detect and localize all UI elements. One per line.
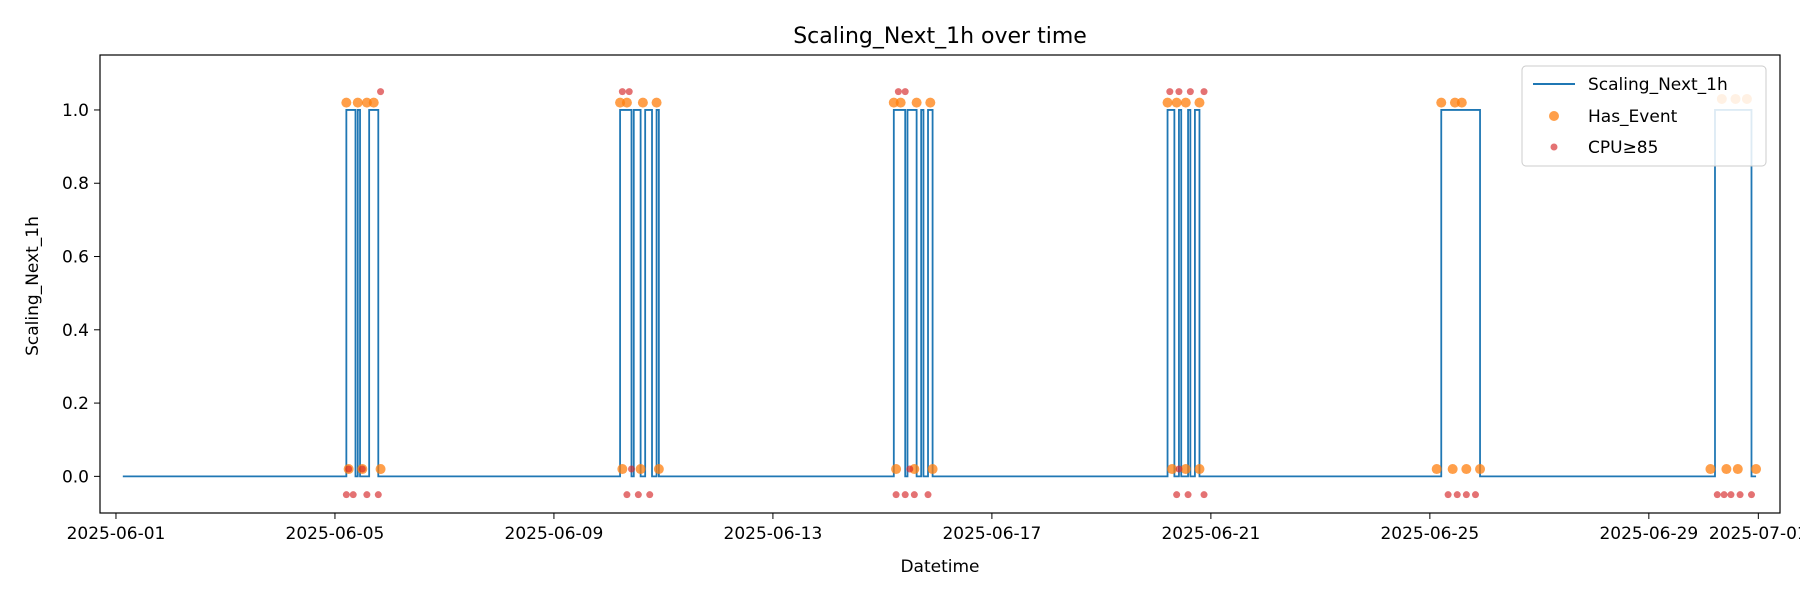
x-tick-label: 2025-06-01 [67,524,166,544]
y-tick-label: 0.2 [62,394,89,414]
has-event-point [1475,464,1485,474]
has-event-point [891,464,901,474]
has-event-point [1181,98,1191,108]
cpu-point [1187,88,1194,95]
x-tick-label: 2025-06-17 [942,524,1041,544]
cpu-point [902,491,909,498]
cpu-point [628,466,635,473]
cpu-point [359,466,366,473]
cpu-point [1445,491,1452,498]
chart-title: Scaling_Next_1h over time [793,24,1087,49]
cpu-point [375,491,382,498]
x-tick-label: 2025-06-21 [1161,524,1260,544]
has-event-point [369,98,379,108]
x-tick-label: 2025-06-13 [724,524,823,544]
y-tick-label: 0.0 [62,467,89,487]
cpu-point [1472,491,1479,498]
has-event-point [341,98,351,108]
has-event-point [1721,464,1731,474]
has-event-point [1705,464,1715,474]
legend-cpu-swatch [1551,144,1558,151]
legend-label-has-event: Has_Event [1588,107,1678,127]
has-event-point [1194,98,1204,108]
has-event-point [638,98,648,108]
has-event-point [636,464,646,474]
cpu-point [911,491,918,498]
x-tick-label: 2025-06-29 [1599,524,1698,544]
cpu-point [1166,88,1173,95]
cpu-point [350,491,357,498]
has-event-point [1457,98,1467,108]
has-event-point [1194,464,1204,474]
has-event-point [925,98,935,108]
cpu-point [902,88,909,95]
has-event-point [928,464,938,474]
cpu-point [1175,88,1182,95]
cpu-point [1185,491,1192,498]
x-tick-label: 2025-07-01 [1709,524,1800,544]
cpu-point [345,466,352,473]
cpu-point [1175,466,1182,473]
cpu-point [343,491,350,498]
y-tick-label: 0.4 [62,321,89,341]
cpu-point [623,491,630,498]
legend-event-swatch [1549,111,1559,121]
y-axis-label: Scaling_Next_1h [23,216,43,356]
has-event-point [654,464,664,474]
cpu-point [1201,88,1208,95]
y-tick-label: 0.6 [62,248,89,268]
has-event-point [912,98,922,108]
cpu-point [1454,491,1461,498]
has-event-point [1163,98,1173,108]
has-event-point [617,464,627,474]
x-tick-label: 2025-06-09 [505,524,604,544]
cpu-point [626,88,633,95]
cpu-point [1727,491,1734,498]
x-axis-label: Datetime [900,557,979,577]
has-event-point [1172,98,1182,108]
has-event-point [1436,98,1446,108]
x-tick-label: 2025-06-05 [286,524,385,544]
legend-label-cpu: CPU≥85 [1588,138,1658,158]
legend-label-line: Scaling_Next_1h [1588,75,1728,95]
has-event-point [353,98,363,108]
cpu-point [646,491,653,498]
has-event-point [896,98,906,108]
cpu-point [1201,491,1208,498]
cpu-point [1737,491,1744,498]
cpu-point [1748,491,1755,498]
has-event-point [1448,464,1458,474]
cpu-point [377,88,384,95]
cpu-point [363,491,370,498]
has-event-point [1432,464,1442,474]
cpu-point [619,88,626,95]
has-event-point [622,98,632,108]
cpu-point [1714,491,1721,498]
cpu-point [925,491,932,498]
has-event-point [376,464,386,474]
y-tick-label: 1.0 [62,101,89,121]
cpu-point [635,491,642,498]
cpu-point [893,491,900,498]
cpu-point [1463,491,1470,498]
y-tick-label: 0.8 [62,174,89,194]
cpu-point [1721,491,1728,498]
has-event-point [652,98,662,108]
has-event-point [1751,464,1761,474]
has-event-point [1461,464,1471,474]
has-event-point [1733,464,1743,474]
legend: Scaling_Next_1h Has_Event CPU≥85 [1522,66,1766,166]
x-tick-label: 2025-06-25 [1380,524,1479,544]
cpu-point [1173,491,1180,498]
cpu-point [895,88,902,95]
cpu-point [906,466,913,473]
